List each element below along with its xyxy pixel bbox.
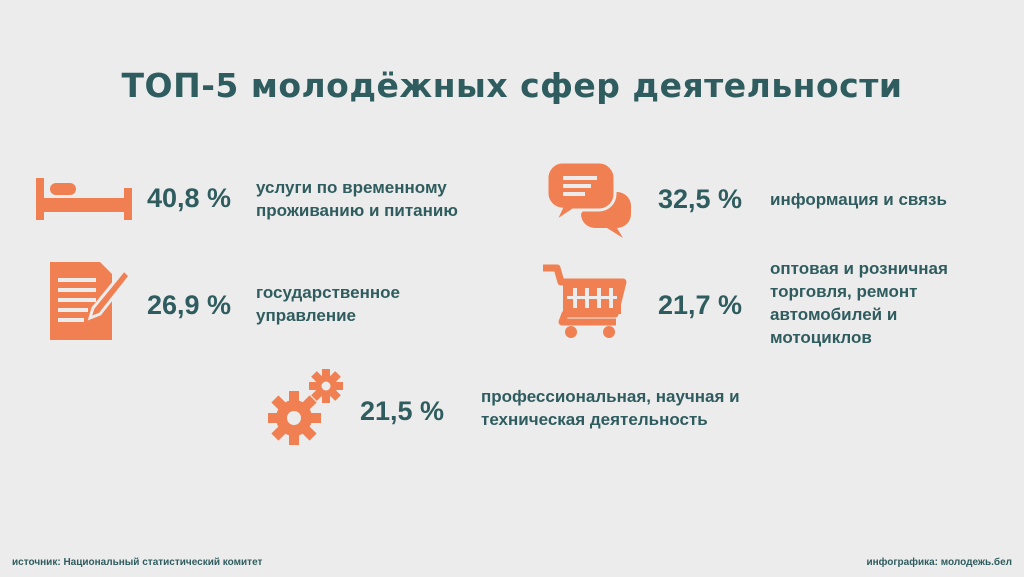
label-line: техническая деятельность	[481, 410, 708, 429]
credit-note: инфографика: молодежь.бел	[866, 557, 1012, 568]
percent-value-1: 40,8 %	[147, 183, 232, 213]
label-line: информация и связь	[770, 190, 947, 209]
percent-value-2: 32,5 %	[658, 184, 743, 214]
item-label-3: государственное управление	[256, 281, 400, 327]
label-line: мотоциклов	[770, 328, 872, 347]
item-label-5: профессиональная, научная и техническая …	[481, 385, 740, 431]
percent-value-4: 21,7 %	[658, 290, 743, 320]
percent-value-5: 21,5 %	[360, 396, 445, 426]
page-title: ТОП-5 молодёжных сфер деятельности	[121, 66, 903, 105]
label-line: оптовая и розничная	[770, 259, 948, 278]
label-line: управление	[256, 306, 356, 325]
item-label-4: оптовая и розничная торговля, ремонт авт…	[770, 257, 948, 349]
source-note: источник: Национальный статистический ко…	[12, 557, 263, 568]
label-line: автомобилей и	[770, 305, 898, 324]
label-line: торговля, ремонт	[770, 282, 918, 301]
label-line: проживанию и питанию	[256, 201, 458, 220]
document-pencil-icon	[50, 262, 130, 340]
gears-icon	[268, 369, 343, 445]
item-label-2: информация и связь	[770, 188, 947, 211]
label-line: профессиональная, научная и	[481, 387, 740, 406]
label-line: услуги по временному	[256, 178, 447, 197]
item-label-1: услуги по временному проживанию и питани…	[256, 176, 458, 222]
shopping-cart-icon	[543, 264, 627, 338]
percent-value-3: 26,9 %	[147, 290, 232, 320]
chat-bubbles-icon	[545, 160, 631, 238]
label-line: государственное	[256, 283, 400, 302]
bed-icon	[36, 178, 132, 220]
